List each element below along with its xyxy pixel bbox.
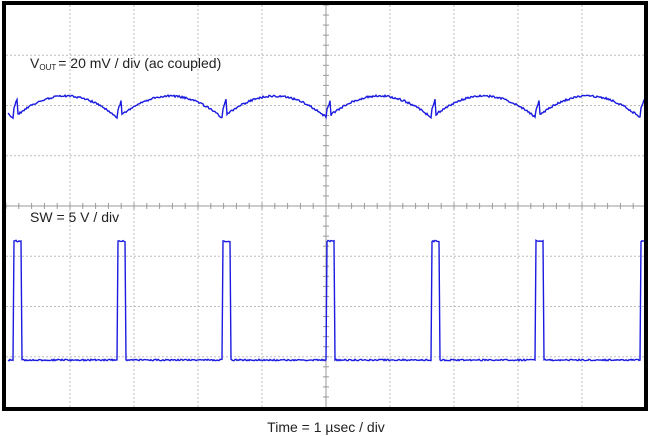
vout-scale: = 20 mV / div (ac coupled) xyxy=(58,55,221,71)
screen-frame xyxy=(2,1,648,411)
vout-symbol: V xyxy=(30,55,40,71)
sw-label: SW = 5 V / div xyxy=(30,209,119,225)
vout-label: VOUT = 20 mV / div (ac coupled) xyxy=(30,55,221,72)
time-scale: Time = 1 µsec / div xyxy=(267,419,385,435)
vout-waveform xyxy=(7,94,645,120)
vout-subscript: OUT xyxy=(39,63,56,72)
sw-waveform xyxy=(7,239,645,362)
